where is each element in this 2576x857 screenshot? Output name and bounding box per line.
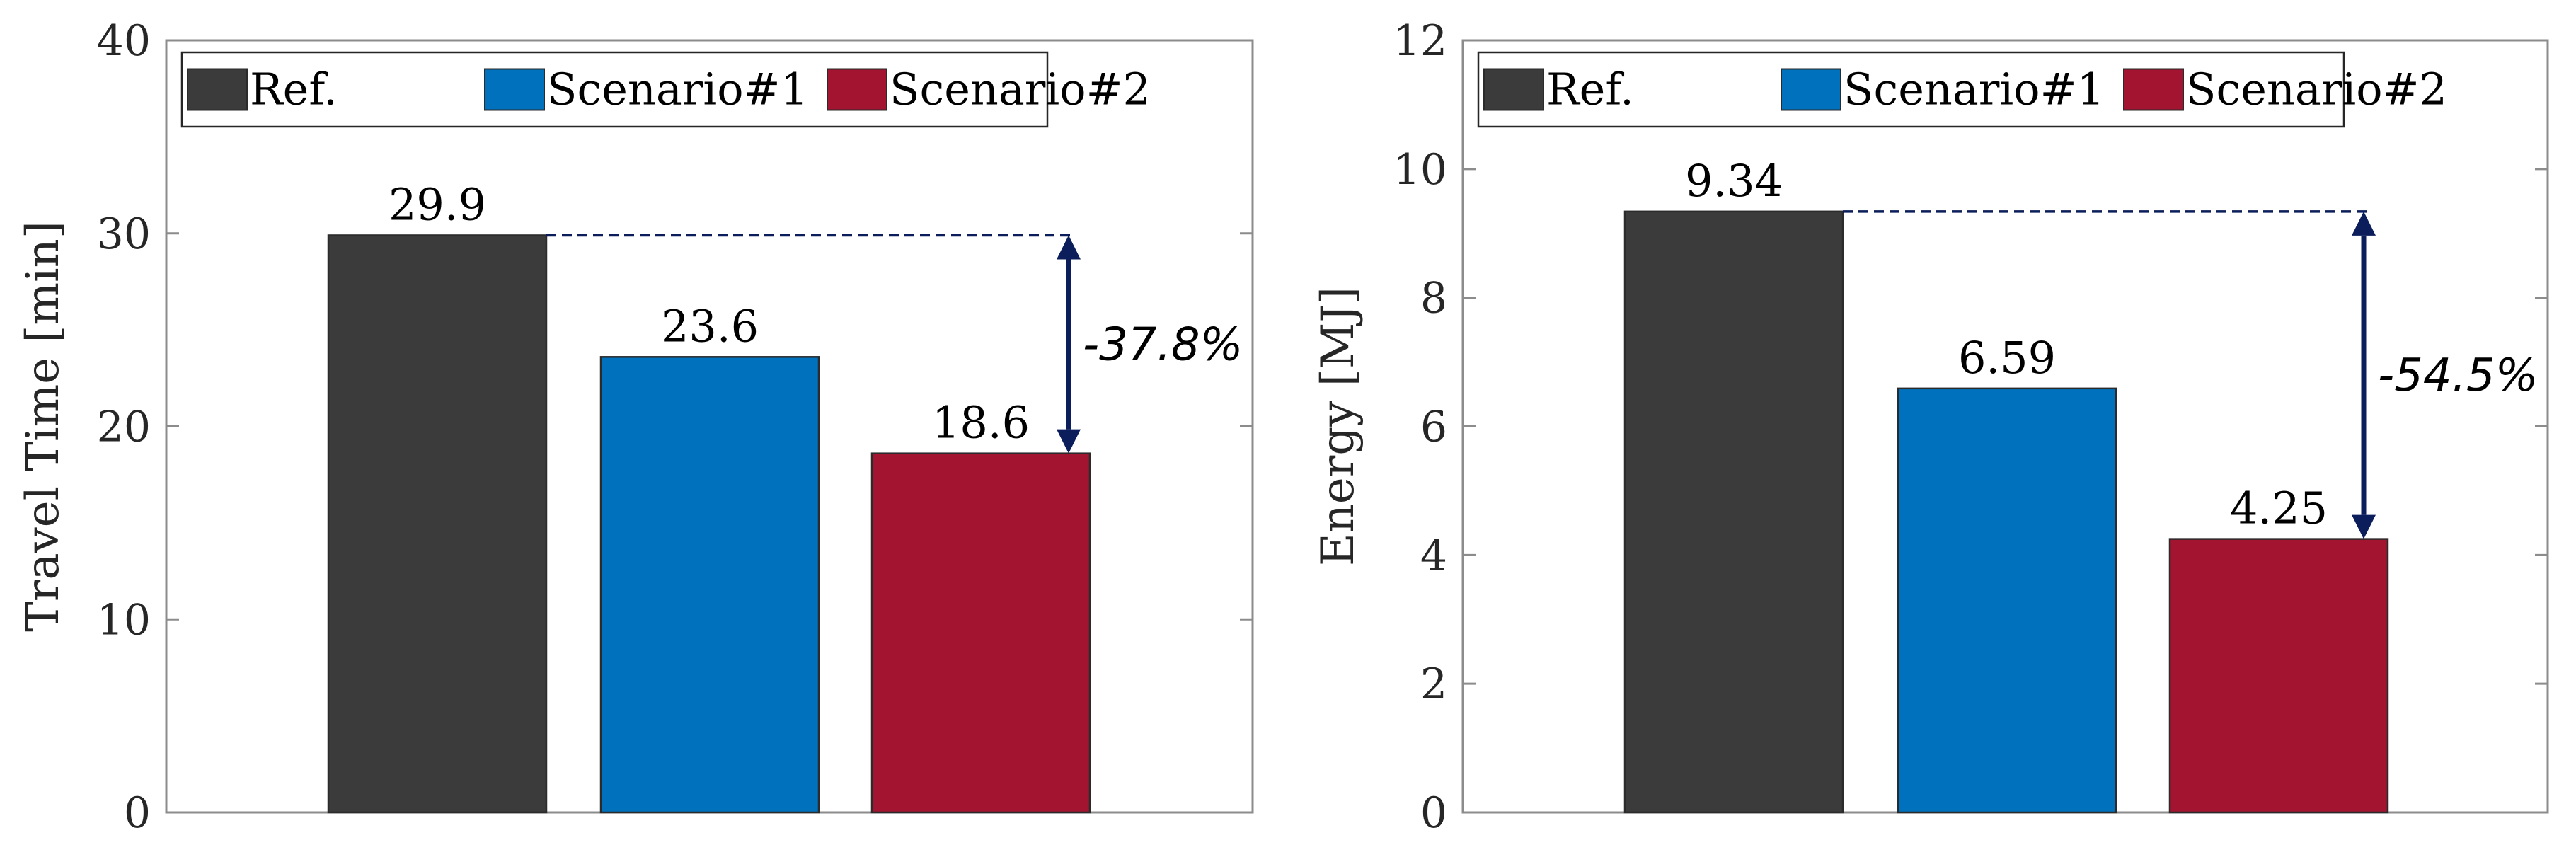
bar-scenario-1 xyxy=(1897,387,2117,814)
arrow-head-down xyxy=(1057,429,1081,454)
legend-swatch xyxy=(827,68,887,111)
y-tick-label: 10 xyxy=(1393,145,1447,195)
y-tick-label: 6 xyxy=(1420,403,1447,452)
bar-value-label: 29.9 xyxy=(389,178,486,230)
y-tick-label: 0 xyxy=(124,788,151,838)
bar-scenario-2 xyxy=(2168,538,2389,814)
reduction-annotation: -54.5% xyxy=(2378,350,2538,402)
legend-label: Scenario#2 xyxy=(2186,64,2447,115)
legend-box xyxy=(1477,51,2345,128)
y-tick-label: 30 xyxy=(97,209,151,259)
y-tick-label: 20 xyxy=(97,403,151,452)
legend-swatch xyxy=(484,68,545,111)
y-tick-label: 2 xyxy=(1420,660,1447,709)
legend-label: Scenario#1 xyxy=(547,64,808,115)
legend-swatch xyxy=(187,68,248,111)
arrow-head-up xyxy=(1057,235,1081,260)
bar-scenario-2 xyxy=(870,452,1091,814)
bar-value-label: 18.6 xyxy=(932,397,1030,449)
legend-label: Ref. xyxy=(1546,64,1634,115)
legend: Ref. Scenario#1 Scenario#2 xyxy=(180,51,1151,128)
energy-chart: 0 2 4 6 8 10 12 Energy [MJ] 9.34 6.59 4.25 -54.5% Re… xyxy=(1312,16,2549,838)
y-axis-label: Energy [MJ] xyxy=(1312,287,1364,566)
legend-label: Ref. xyxy=(250,64,338,115)
legend-swatch xyxy=(1483,68,1544,111)
y-axis-label: Travel Time [min] xyxy=(17,221,69,632)
legend-box xyxy=(180,51,1049,128)
y-tick-label: 8 xyxy=(1420,274,1447,323)
bar-value-label: 23.6 xyxy=(661,300,759,352)
y-tick-label: 12 xyxy=(1393,16,1447,66)
legend-label: Scenario#1 xyxy=(1844,64,2105,115)
reduction-annotation: -37.8% xyxy=(1083,319,1243,372)
bar-ref- xyxy=(1623,210,1844,814)
bar-scenario-1 xyxy=(599,356,820,814)
arrow-head-up xyxy=(2352,211,2376,236)
legend-label: Scenario#2 xyxy=(890,64,1151,115)
y-tick-label: 40 xyxy=(97,16,151,66)
bar-value-label: 6.59 xyxy=(1958,332,2056,384)
arrow-head-down xyxy=(2352,514,2376,539)
legend-swatch xyxy=(2123,68,2184,111)
bar-value-label: 9.34 xyxy=(1685,155,1783,207)
y-tick-label: 0 xyxy=(1420,788,1447,838)
travel-time-chart: 0 10 20 30 40 Travel Time [min] 29.9 23.6 18.6 -3… xyxy=(17,16,1254,838)
bar-ref- xyxy=(327,234,548,814)
legend-swatch xyxy=(1781,68,1841,111)
y-tick-label: 4 xyxy=(1420,531,1447,580)
legend: Ref. Scenario#1 Scenario#2 xyxy=(1477,51,2447,128)
bar-value-label: 4.25 xyxy=(2230,483,2328,534)
y-tick-label: 10 xyxy=(97,595,151,645)
